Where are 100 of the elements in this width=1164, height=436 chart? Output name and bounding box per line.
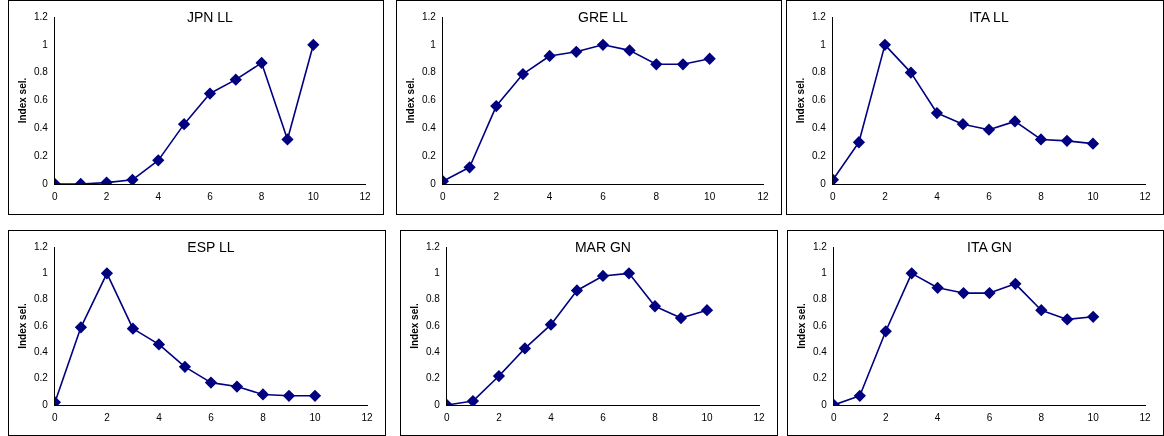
x-tick-label: 4 (155, 190, 162, 202)
point (570, 45, 583, 58)
point (127, 322, 139, 335)
y-tick-label: 0 (821, 398, 828, 410)
x-tick-label: 12 (753, 411, 765, 423)
x-tick-label: 2 (496, 411, 503, 423)
x-tick-label: 6 (600, 411, 607, 423)
point (983, 287, 996, 299)
x-tick-label: 0 (52, 190, 59, 202)
point (204, 87, 216, 100)
x-tick-label: 2 (493, 190, 500, 202)
y-tick-label: 1.2 (426, 240, 441, 252)
x-tick-label: 8 (258, 190, 265, 202)
x-tick-label: 10 (704, 190, 716, 202)
y-tick-label: 0.8 (813, 293, 828, 305)
y-tick-label: 0.2 (34, 149, 49, 161)
point (152, 154, 165, 167)
y-tick-label: 1.2 (812, 10, 827, 22)
point (623, 267, 635, 280)
y-tick-label: 0.4 (34, 346, 49, 358)
point (677, 58, 689, 71)
y-tick-label: 1 (42, 267, 49, 279)
point (854, 389, 866, 402)
point (675, 312, 687, 324)
point (1087, 137, 1099, 150)
point (931, 107, 943, 119)
point (178, 118, 190, 130)
y-axis-title: Index sel. (408, 302, 420, 349)
y-tick-label: 0.4 (34, 122, 49, 134)
x-tick-label: 10 (1087, 190, 1099, 202)
point (701, 304, 713, 316)
y-tick-label: 0.4 (422, 122, 437, 134)
point (1061, 135, 1073, 147)
x-tick-label: 6 (208, 411, 215, 423)
x-tick-label: 8 (1038, 190, 1045, 202)
x-tick-label: 10 (307, 190, 320, 202)
point (75, 321, 87, 334)
y-tick-label: 0.6 (34, 94, 49, 106)
y-tick-label: 0.2 (426, 372, 441, 384)
x-tick-label: 0 (830, 190, 837, 202)
y-tick-label: 1 (820, 38, 827, 50)
x-tick-label: 10 (1087, 411, 1100, 423)
point (490, 100, 503, 112)
x-tick-label: 6 (986, 411, 993, 423)
x-tick-label: 8 (653, 190, 660, 202)
x-tick-label: 0 (444, 411, 451, 423)
y-tick-label: 1 (430, 38, 437, 50)
chart-title: GRE LL (578, 8, 629, 25)
chart-title: ITA GN (967, 238, 1012, 255)
y-tick-label: 1 (434, 267, 441, 279)
point (255, 57, 268, 69)
y-tick-label: 0.8 (34, 293, 49, 305)
y-tick-label: 1.2 (34, 10, 49, 22)
y-tick-label: 0.6 (812, 94, 827, 106)
y-tick-label: 0.8 (34, 66, 49, 78)
point (1009, 278, 1022, 290)
point (519, 342, 531, 355)
y-tick-label: 0.6 (34, 319, 49, 331)
y-axis-title: Index sel. (404, 77, 416, 124)
point (543, 50, 556, 62)
y-tick-label: 0 (42, 398, 49, 410)
y-tick-label: 0.2 (813, 372, 828, 384)
x-tick-label: 4 (934, 411, 941, 423)
y-tick-label: 0 (430, 177, 437, 189)
chart-title: ESP LL (187, 238, 235, 255)
x-tick-label: 6 (986, 190, 993, 202)
point (101, 267, 113, 280)
x-tick-label: 6 (207, 190, 214, 202)
point (1035, 304, 1048, 316)
y-axis-title: Index sel. (16, 77, 28, 124)
y-tick-label: 0.2 (422, 149, 437, 161)
chart-title: JPN LL (186, 8, 234, 25)
point (649, 300, 661, 313)
point (467, 395, 479, 405)
x-tick-label: 8 (652, 411, 659, 423)
y-tick-label: 1 (821, 267, 828, 279)
x-tick-label: 2 (882, 190, 889, 202)
y-tick-label: 0 (434, 398, 441, 410)
x-tick-label: 12 (1139, 190, 1151, 202)
point (623, 44, 636, 57)
x-tick-label: 8 (1038, 411, 1045, 423)
point (957, 287, 970, 299)
point (281, 133, 294, 146)
point (879, 325, 892, 338)
x-tick-label: 8 (260, 411, 267, 423)
point (229, 73, 242, 86)
x-tick-label: 12 (361, 411, 373, 423)
x-tick-label: 10 (701, 411, 713, 423)
y-tick-label: 0.2 (812, 149, 827, 161)
x-tick-label: 2 (882, 411, 889, 423)
point (597, 39, 609, 51)
y-axis-title: Index sel. (16, 302, 28, 349)
point (931, 282, 944, 294)
point (853, 136, 865, 149)
y-tick-label: 0.4 (813, 346, 828, 358)
y-tick-label: 1.2 (422, 10, 437, 22)
x-tick-label: 6 (600, 190, 607, 202)
point (126, 174, 139, 184)
point (179, 361, 191, 373)
y-tick-label: 1.2 (34, 240, 49, 252)
